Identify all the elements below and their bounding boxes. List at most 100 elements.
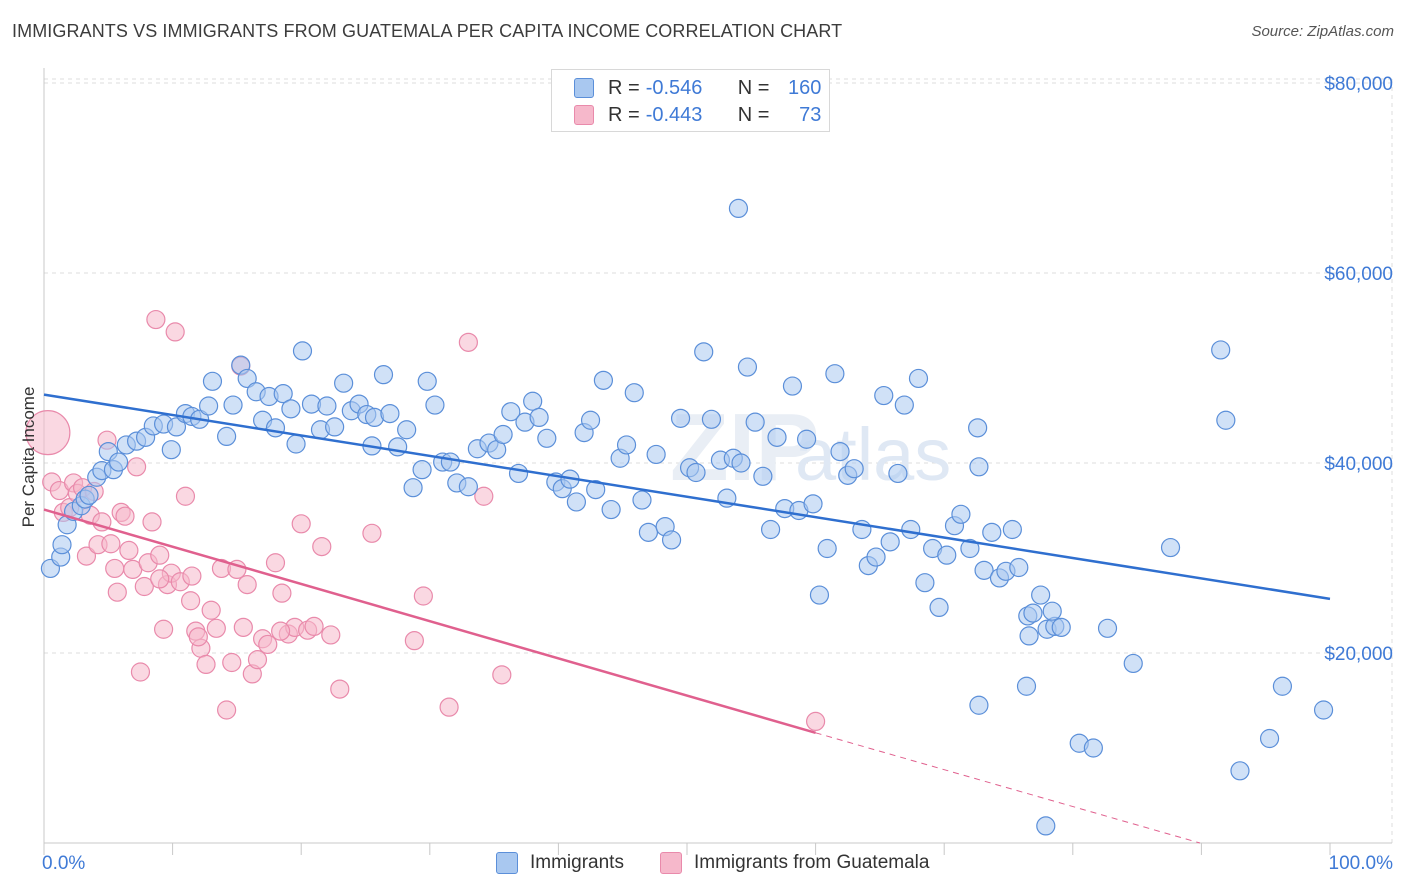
immigrants-point	[417, 371, 437, 391]
immigrants-point	[880, 532, 900, 552]
immigrants-point	[844, 459, 864, 479]
immigrants-point	[1272, 676, 1293, 696]
legend-r-label: R =	[608, 103, 640, 126]
immigrants-point	[1211, 340, 1231, 360]
immigrants-point	[1023, 603, 1043, 623]
guatemala-point	[181, 591, 201, 611]
legend-n-value: 73	[799, 103, 822, 126]
legend-label: Immigrants	[530, 852, 624, 873]
guatemala-point	[222, 652, 242, 673]
immigrants-point	[223, 395, 243, 415]
immigrants-point	[728, 198, 749, 218]
immigrants-point	[974, 560, 994, 580]
immigrants-point	[202, 371, 223, 391]
guatemala-point	[805, 711, 826, 732]
immigrants-point	[380, 404, 400, 424]
immigrants-point	[1031, 585, 1051, 605]
guatemala-point	[439, 697, 459, 717]
immigrants-point	[440, 452, 460, 472]
guatemala-point	[130, 662, 151, 682]
legend-row-guatemala: R = -0.443 N = 73	[574, 103, 821, 127]
immigrants-point	[458, 477, 478, 497]
immigrants-point	[199, 396, 219, 416]
immigrants-point	[888, 463, 908, 484]
guatemala-point	[233, 617, 253, 637]
immigrants-point	[1083, 738, 1103, 758]
immigrants-point	[767, 427, 787, 447]
immigrants-point	[601, 499, 621, 520]
immigrants-point	[646, 444, 666, 465]
guatemala-trend-extension	[815, 732, 1201, 844]
legend-row-immigrants: R = -0.546 N = 160	[574, 76, 821, 100]
legend-item-immigrants: Immigrants	[496, 852, 624, 874]
immigrants-point	[388, 437, 408, 457]
immigrants-point	[161, 440, 181, 460]
axis-labels: $20,000 $40,000 $60,000 $80,000 0.0% 100.0% Pe…	[19, 74, 1393, 874]
immigrants-point	[580, 410, 601, 430]
immigrants-point	[737, 357, 758, 377]
immigrants-point	[52, 535, 72, 555]
immigrants-point	[632, 490, 652, 510]
y-tick-label: $80,000	[1324, 74, 1393, 95]
immigrants-point	[317, 396, 337, 416]
immigrants-point	[1019, 626, 1039, 646]
legend-label: Immigrants from Guatemala	[694, 852, 930, 873]
legend-swatch-pink	[574, 105, 594, 125]
immigrants-point	[825, 364, 845, 384]
immigrants-point	[529, 407, 549, 427]
guatemala-point	[101, 534, 121, 554]
immigrants-point	[731, 453, 751, 473]
immigrants-point	[108, 452, 129, 472]
y-axis-label: Per Capita Income	[19, 387, 38, 528]
immigrants-point	[969, 457, 989, 477]
guatemala-point	[237, 574, 257, 595]
immigrants-point	[1051, 617, 1071, 637]
immigrants-point	[593, 370, 614, 390]
guatemala-point	[25, 410, 71, 456]
guatemala-point	[312, 536, 332, 557]
immigrants-point	[1002, 519, 1022, 540]
guatemala-point	[217, 700, 237, 720]
legend-swatch-blue	[496, 852, 518, 874]
immigrants-point	[745, 412, 765, 432]
immigrants-point	[373, 365, 394, 385]
guatemala-trend-line	[43, 508, 816, 735]
immigrants-point	[1016, 676, 1037, 696]
immigrants-point	[412, 460, 432, 480]
guatemala-point	[474, 486, 494, 506]
y-tick-label: $20,000	[1324, 644, 1393, 665]
guatemala-point	[115, 506, 135, 526]
immigrants-point	[760, 519, 781, 540]
watermark-atlas: atlas	[795, 413, 951, 496]
legend-swatch-pink	[660, 852, 682, 874]
immigrants-point	[951, 504, 971, 524]
legend-swatch-blue	[574, 78, 594, 98]
immigrants-point	[273, 384, 293, 404]
immigrants-point	[638, 522, 659, 542]
guatemala-point	[247, 650, 268, 670]
immigrants-point	[968, 418, 988, 438]
watermark-zip: ZIP	[670, 394, 819, 501]
immigrants-point	[701, 409, 722, 429]
immigrants-point	[523, 391, 543, 411]
immigrants-point	[686, 462, 706, 483]
immigrants-trend-line	[43, 393, 1331, 601]
guatemala-point	[188, 627, 208, 647]
immigrants-point	[397, 420, 417, 440]
immigrants-point	[79, 485, 99, 505]
chart-source: Source: ZipAtlas.com	[1251, 23, 1394, 40]
guatemala-point	[134, 576, 154, 597]
guatemala-point	[330, 679, 350, 699]
immigrants-point	[1042, 601, 1062, 621]
guatemala-point	[150, 569, 170, 589]
immigrants-point	[1097, 618, 1118, 638]
chart-title: IMMIGRANTS VS IMMIGRANTS FROM GUATEMALA …	[12, 21, 843, 41]
stats-legend: R = -0.546 N = 160 R = -0.443 N = 73	[551, 69, 830, 132]
guatemala-point	[105, 558, 125, 579]
immigrants-point	[694, 342, 714, 362]
guatemala-point	[362, 523, 382, 543]
immigrants-point	[403, 478, 423, 498]
guatemala-point	[146, 309, 166, 330]
immigrants-point	[874, 385, 894, 406]
